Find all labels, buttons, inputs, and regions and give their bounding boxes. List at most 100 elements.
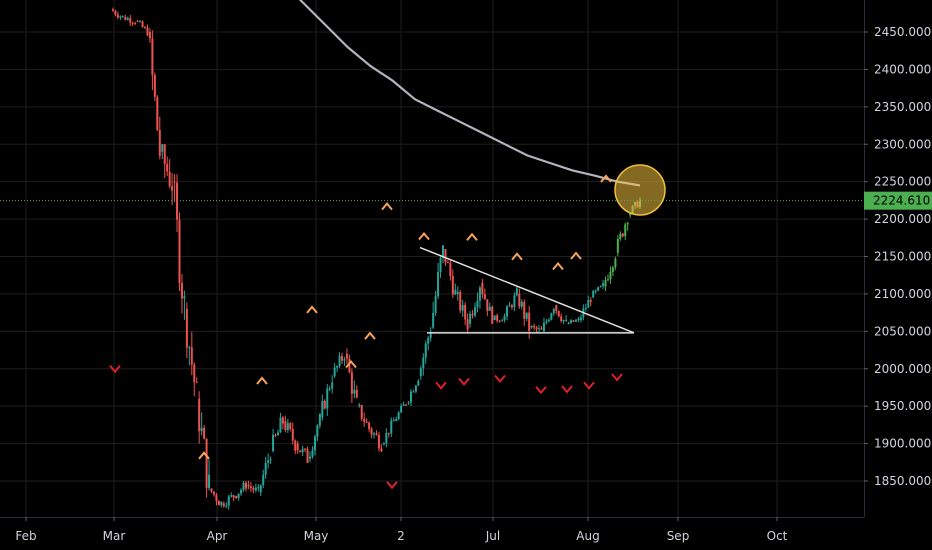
x-axis[interactable]: Feb Mar Apr May 2 Jul Aug Sep Oct (0, 517, 932, 550)
candle-body (402, 404, 405, 406)
candle-body (269, 459, 272, 461)
x-tick-label: Sep (667, 529, 690, 543)
y-tick-label: 2050.000 (874, 324, 931, 338)
candle-body (299, 450, 302, 453)
up-marker (418, 231, 430, 241)
candle-body (203, 427, 206, 439)
candle-body (134, 23, 137, 25)
candle-body (422, 357, 425, 369)
candle-body (365, 421, 368, 423)
candle-body (562, 319, 565, 322)
candle-body (326, 388, 329, 409)
candle-body (464, 304, 467, 320)
candle-body (520, 301, 523, 307)
candle-body (373, 433, 376, 435)
y-tick-label: 2450.000 (874, 25, 931, 39)
candle-body (540, 328, 543, 330)
y-tick-label: 2100.000 (874, 287, 931, 301)
candle-body (508, 305, 511, 307)
candle-body (119, 16, 122, 18)
candle-body (136, 20, 139, 22)
candle-body (454, 289, 457, 295)
x-tick-label: Feb (15, 529, 36, 543)
up-marker (570, 251, 582, 260)
candle-body (592, 290, 595, 298)
candle-body (267, 460, 270, 463)
candle-body (247, 484, 250, 487)
candle-body (180, 282, 183, 299)
candle-body (296, 443, 299, 451)
candle-body (188, 347, 191, 349)
candle-body (161, 144, 164, 152)
candle-body (488, 306, 491, 311)
down-marker (583, 381, 595, 390)
candle-body (279, 417, 282, 433)
candle-body (459, 291, 462, 311)
candle-body (412, 391, 415, 393)
candle-body (395, 419, 398, 422)
price-tag-label: 2224.610 (873, 194, 930, 208)
candle-body (345, 353, 348, 359)
candle-body (116, 14, 119, 18)
candle-body (316, 425, 319, 437)
x-tick-label: Jul (485, 529, 500, 543)
price-tag (864, 191, 932, 210)
candle-body (240, 489, 243, 494)
x-tick-label: May (304, 529, 329, 543)
candle-body (309, 456, 312, 459)
candle-body (370, 428, 373, 435)
candle-body (249, 486, 252, 489)
down-marker (561, 385, 573, 394)
candle-body (375, 433, 378, 436)
candle-body (446, 262, 449, 264)
candle-body (469, 313, 472, 324)
candle-body (545, 321, 548, 323)
candle-body (621, 233, 624, 237)
candle-body (274, 434, 277, 436)
triangle-upper-line (419, 246, 635, 334)
candle-body (496, 315, 499, 321)
candle-body (439, 257, 442, 273)
candle-body (215, 494, 218, 501)
candle-body (377, 435, 380, 449)
y-tick-label: 2300.000 (874, 137, 931, 151)
candle-body (158, 130, 161, 156)
candle-body (538, 328, 541, 330)
candle-body (533, 325, 536, 328)
candle-body (151, 38, 154, 76)
candle-body (355, 389, 358, 398)
candle-body (397, 412, 400, 420)
candle-body (390, 420, 393, 434)
candle-body (456, 291, 459, 294)
triangle-pattern (419, 246, 635, 334)
up-marker (364, 331, 376, 340)
candle-body (114, 11, 117, 15)
candle-body (193, 364, 196, 383)
y-tick-label: 2000.000 (874, 362, 931, 376)
down-marker (611, 373, 623, 382)
candle-body (281, 417, 284, 424)
candle-body (291, 428, 294, 441)
candle-body (217, 500, 220, 506)
candle-body (257, 487, 260, 489)
candle-body (126, 18, 129, 20)
highlight-circle (614, 164, 666, 216)
candle-body (237, 493, 240, 499)
candle-body (301, 448, 304, 453)
candle-body (333, 367, 336, 377)
candle-body (200, 427, 203, 432)
candle-body (276, 432, 279, 436)
candle-body (358, 405, 361, 407)
candle-body (604, 280, 607, 287)
candle-body (331, 382, 334, 389)
down-marker (109, 365, 121, 374)
y-axis[interactable]: 2450.000 2400.000 2350.000 2300.000 2250.000… (864, 0, 932, 550)
candle-body (493, 315, 496, 321)
candle-body (294, 440, 297, 451)
candle-body (572, 320, 575, 322)
candle-body (129, 18, 132, 23)
candle-body (341, 356, 344, 361)
